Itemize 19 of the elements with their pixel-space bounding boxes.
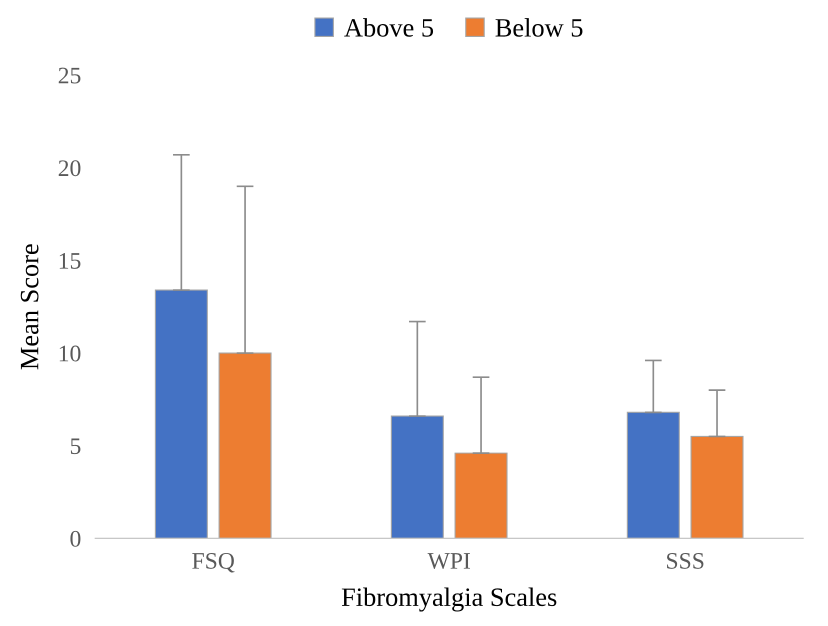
bar [218, 352, 272, 538]
y-tick-label: 0 [70, 530, 80, 547]
legend-label: Above 5 [344, 18, 434, 37]
x-axis-title: Fibromyalgia Scales [342, 588, 556, 612]
bar [690, 436, 744, 538]
bar [626, 412, 680, 538]
y-tick-label: 5 [70, 438, 80, 454]
y-axis-title: Mean Score [20, 244, 38, 370]
bar [390, 416, 444, 538]
x-tick-label: WPI [428, 553, 470, 569]
y-tick-label: 25 [58, 68, 80, 84]
bar [154, 290, 208, 538]
y-tick-label: 10 [60, 346, 80, 362]
y-tick-label: 20 [58, 160, 80, 176]
x-tick-label: FSQ [192, 553, 234, 572]
bar [454, 452, 508, 538]
y-tick-label: 15 [60, 253, 80, 269]
legend-label: Below 5 [496, 18, 582, 37]
x-tick-label: SSS [667, 553, 704, 569]
